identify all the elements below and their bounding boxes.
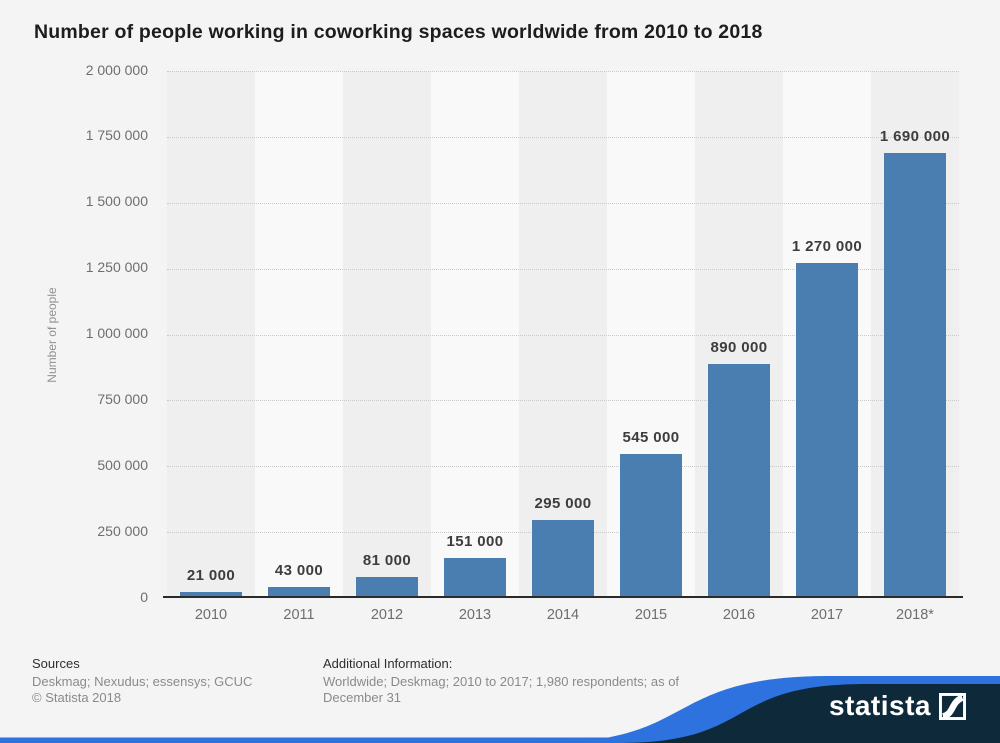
gridline: [167, 136, 959, 138]
bar-2011: [268, 586, 330, 598]
bar-value-label: 21 000: [186, 567, 236, 585]
statista-logo-text: statista: [828, 690, 931, 721]
bar-2017: [796, 263, 858, 598]
x-axis-line: [163, 596, 963, 598]
bar-value-label: 43 000: [274, 561, 324, 579]
gridline: [167, 466, 959, 468]
gridline: [167, 71, 959, 72]
x-tick-label: 2011: [283, 607, 315, 623]
bar-value-label: 890 000: [710, 338, 768, 356]
y-tick-label: 500 000: [97, 456, 148, 473]
x-axis-tick-labels: 2010 2011 2012 2013 2014 2015 2016 2017 2018*: [167, 607, 959, 627]
y-tick-label: 1 250 000: [85, 259, 148, 276]
x-tick-label: 2012: [370, 607, 404, 623]
bar-value-label: 295 000: [534, 495, 592, 513]
x-tick-label: 2016: [722, 607, 756, 623]
sources-line: Deskmag; Nexudus; essensys; GCUC: [32, 674, 253, 689]
statista-logo-icon: [939, 692, 966, 720]
x-tick-label: 2015: [634, 607, 668, 623]
y-tick-label: 750 000: [97, 390, 148, 407]
y-tick-label: 1 750 000: [85, 127, 148, 144]
gridline: [167, 268, 959, 270]
gridline: [167, 334, 959, 336]
bar-value-label: 545 000: [622, 429, 680, 447]
bar-2015: [620, 454, 682, 598]
y-tick-label: 1 000 000: [85, 325, 148, 341]
gridline: [167, 202, 959, 204]
chart-title: Number of people working in coworking sp…: [34, 21, 763, 43]
bar-2016: [708, 363, 770, 598]
bar-2018*: [884, 152, 946, 598]
gridline: [167, 400, 959, 402]
additional-info-block: Additional Information: Worldwide; Deskm…: [323, 656, 679, 706]
bar-2014: [532, 520, 594, 598]
additional-info-line1: Worldwide; Deskmag; 2010 to 2017; 1,980 …: [323, 674, 680, 689]
plot-area: 21 000 43 000 81 000 151 000 295 000 545 000 8…: [167, 71, 959, 598]
statista-logo: statista: [829, 692, 966, 720]
y-tick-label: 2 000 000: [85, 61, 148, 78]
bar-2012: [356, 576, 418, 598]
bar-2010: [180, 592, 242, 598]
x-tick-label: 2017: [810, 607, 844, 623]
x-tick-label: 2010: [194, 607, 228, 623]
sources-block: Sources Deskmag; Nexudus; essensys; GCUC…: [32, 656, 252, 706]
footer: Sources Deskmag; Nexudus; essensys; GCUC…: [0, 650, 1000, 743]
bar-2013: [444, 558, 506, 598]
statista-wave-decoration: [0, 676, 1000, 743]
bar-value-label: 81 000: [362, 551, 412, 569]
additional-info-heading: Additional Information:: [323, 656, 453, 671]
x-tick-label: 2013: [458, 607, 492, 623]
bar-value-label: 1 270 000: [791, 238, 863, 256]
bar-value-label: 1 690 000: [879, 127, 951, 145]
x-tick-label: 2014: [546, 607, 580, 623]
copyright: © Statista 2018: [32, 690, 122, 705]
y-tick-label: 1 500 000: [85, 193, 148, 210]
additional-info-line2: December 31: [323, 690, 402, 705]
y-tick-label: 0: [140, 588, 148, 605]
sources-heading: Sources: [32, 656, 80, 671]
bar-value-label: 151 000: [446, 533, 504, 551]
x-tick-label: 2018*: [896, 607, 934, 623]
y-tick-label: 250 000: [97, 522, 148, 539]
